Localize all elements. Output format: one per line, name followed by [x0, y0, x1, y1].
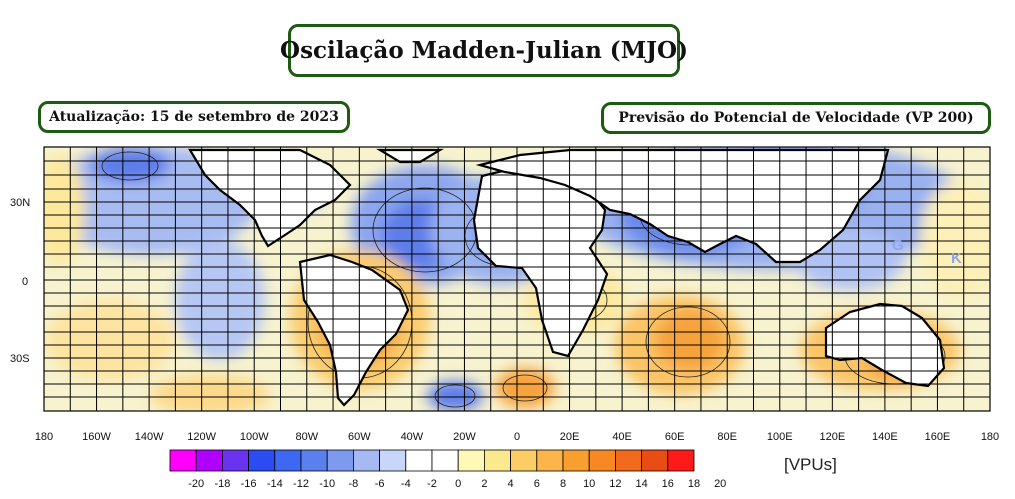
- colorbar-tick-label: -2: [427, 478, 437, 490]
- lon-tick-label: 0: [514, 431, 520, 443]
- colorbar-swatch: [457, 449, 485, 472]
- lon-tick-label: 40W: [401, 431, 424, 443]
- colorbar-tick-label: 12: [609, 478, 621, 490]
- colorbar-tick-label: -16: [241, 478, 257, 490]
- colorbar-tick-label: 18: [688, 478, 700, 490]
- colorbar-swatch: [300, 449, 328, 472]
- colorbar-swatch: [169, 449, 197, 472]
- update-box: Atualização: 15 de setembro de 2023: [38, 101, 350, 133]
- lat-tick-30s: 30S: [10, 353, 30, 365]
- colorbar-tick-label: 10: [583, 478, 595, 490]
- lon-tick-label: 80W: [295, 431, 318, 443]
- colorbar-tick-label: -12: [293, 478, 309, 490]
- lon-tick-label: 20E: [560, 431, 580, 443]
- colorbar-tick-label: -4: [401, 478, 411, 490]
- colorbar-tick-label: -20: [188, 478, 204, 490]
- colorbar-swatch: [405, 449, 433, 472]
- colorbar-swatch: [352, 449, 380, 472]
- lon-tick-label: 180: [981, 431, 999, 443]
- lon-tick-label: 60E: [665, 431, 685, 443]
- colorbar-swatch: [510, 449, 538, 472]
- colorbar-swatch: [431, 449, 459, 472]
- lon-tick-label: 120E: [819, 431, 845, 443]
- north-america: [188, 148, 352, 248]
- lon-tick-label: 60W: [348, 431, 371, 443]
- variable-box: Previsão do Potencial de Velocidade (VP …: [601, 102, 991, 134]
- lon-tick-label: 40E: [612, 431, 632, 443]
- colorbar-labels: -20 -18 -16 -14 -12 -10 -8 -6 -4 -2 0 2 4 6 8 10 12 14 16 1…: [188, 478, 726, 490]
- lon-tick-label: 80E: [717, 431, 737, 443]
- colorbar-tick-label: -10: [319, 478, 335, 490]
- title-box: Oscilação Madden-Julian (MJO): [280, 24, 688, 77]
- latitude-tick-labels: 30N 0 30S: [10, 197, 30, 365]
- lon-tick-label: 180: [35, 431, 53, 443]
- lon-tick-label: 100E: [767, 431, 793, 443]
- colorbar-swatch: [379, 449, 407, 472]
- colorbar: [169, 449, 695, 472]
- colorbar-tick-label: 20: [714, 478, 726, 490]
- colorbar-swatch: [221, 449, 249, 472]
- update-date-label: Atualização: 15 de setembro de 2023: [49, 109, 339, 125]
- colorbar-swatch: [588, 449, 616, 472]
- colorbar-swatch: [248, 449, 276, 472]
- colorbar-tick-label: 14: [635, 478, 647, 490]
- colorbar-swatch: [615, 449, 643, 472]
- lon-tick-label: 160W: [82, 431, 111, 443]
- colorbar-tick-label: 16: [662, 478, 674, 490]
- colorbar-tick-label: 2: [481, 478, 487, 490]
- colorbar-swatch: [274, 449, 302, 472]
- colorbar-swatch: [562, 449, 590, 472]
- colorbar-tick-label: 4: [508, 478, 514, 490]
- colorbar-swatch: [536, 449, 564, 472]
- colorbar-swatch: [641, 449, 669, 472]
- lon-tick-label: 120W: [187, 431, 216, 443]
- map-marker-g: G: [892, 237, 904, 254]
- lat-tick-30n: 30N: [10, 197, 30, 209]
- greenland: [376, 148, 444, 164]
- colorbar-tick-label: -18: [214, 478, 230, 490]
- colorbar-swatch: [195, 449, 223, 472]
- lat-tick-0: 0: [22, 276, 28, 288]
- colorbar-tick-label: -6: [375, 478, 385, 490]
- variable-label: Previsão do Potencial de Velocidade (VP …: [618, 110, 974, 126]
- map-marker-k: K: [951, 250, 962, 267]
- colorbar-tick-label: 0: [455, 478, 461, 490]
- europe-asia: [475, 148, 890, 264]
- longitude-tick-labels: 180 160W 140W 120W 100W 80W 60W 40W 20W 0 20E 40E 60…: [35, 431, 999, 443]
- colorbar-swatch: [667, 449, 695, 472]
- colorbar-units: [VPUs]: [784, 455, 837, 474]
- colorbar-tick-label: -14: [267, 478, 283, 490]
- colorbar-swatch: [483, 449, 511, 472]
- lon-tick-label: 20W: [453, 431, 476, 443]
- colorbar-tick-label: -8: [349, 478, 359, 490]
- lon-tick-label: 140W: [135, 431, 164, 443]
- lon-tick-label: 160E: [925, 431, 951, 443]
- colorbar-swatch: [326, 449, 354, 472]
- colorbar-tick-label: 8: [560, 478, 566, 490]
- lon-tick-label: 100W: [240, 431, 269, 443]
- lon-tick-label: 140E: [872, 431, 898, 443]
- map-title: Oscilação Madden-Julian (MJO): [280, 37, 688, 64]
- map-frame: [43, 146, 991, 412]
- colorbar-tick-label: 6: [534, 478, 540, 490]
